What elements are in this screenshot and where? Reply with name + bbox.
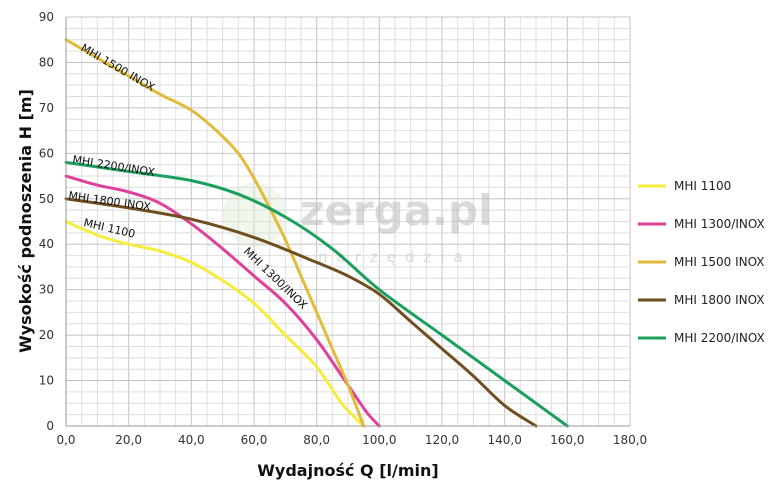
series-line-0	[64, 220, 366, 428]
legend-entry: MHI 1300/INOX	[674, 217, 765, 231]
series-lines	[64, 38, 569, 428]
series-line-2	[64, 38, 366, 428]
y-tick-label: 70	[39, 101, 54, 115]
y-tick-label: 40	[39, 237, 54, 251]
x-axis-title: Wydajność Q [l/min]	[257, 461, 438, 480]
x-tick-label: 40,0	[178, 433, 205, 447]
y-tick-label: 20	[39, 328, 54, 342]
curve-label: MHI 1500 INOX	[79, 41, 158, 94]
y-axis-title: Wysokość podnoszenia H [m]	[16, 89, 35, 353]
y-tick-label: 30	[39, 283, 54, 297]
x-tick-label: 120,0	[425, 433, 459, 447]
watermark: zerga.pl narzędzia	[223, 183, 492, 266]
x-tick-label: 60,0	[241, 433, 268, 447]
y-tick-label: 50	[39, 192, 54, 206]
legend: MHI 1100 MHI 1300/INOX MHI 1500 INOX MHI 18…	[638, 179, 765, 345]
legend-entry: MHI 1500 INOX	[674, 255, 765, 269]
y-tick-label: 10	[39, 374, 54, 388]
y-tick-label: 90	[39, 10, 54, 24]
x-tick-label: 0,0	[56, 433, 75, 447]
x-tick-label: 20,0	[115, 433, 142, 447]
watermark-logo-text: zerga.pl	[300, 186, 492, 235]
x-tick-label: 100,0	[362, 433, 396, 447]
watermark-subtitle: narzędzia	[318, 248, 472, 266]
x-tick-label: 160,0	[550, 433, 584, 447]
axes	[65, 17, 630, 427]
x-tick-label: 80,0	[303, 433, 330, 447]
y-tick-label: 0	[46, 419, 54, 433]
legend-entry: MHI 1100	[674, 179, 731, 193]
y-tick-label: 80	[39, 55, 54, 69]
x-tick-label: 140,0	[487, 433, 521, 447]
x-tick-label: 180,0	[613, 433, 647, 447]
series-line-4	[64, 160, 569, 428]
legend-entry: MHI 2200/INOX	[674, 331, 765, 345]
tick-labels: 0,0 20,0 40,0 60,0 80,0 100,0 120,0 140,0 160,0 1…	[39, 10, 647, 447]
y-tick-label: 60	[39, 146, 54, 160]
legend-entry: MHI 1800 INOX	[674, 293, 765, 307]
curve-label: MHI 2200/INOX	[72, 153, 157, 179]
series-line-3	[64, 197, 538, 428]
